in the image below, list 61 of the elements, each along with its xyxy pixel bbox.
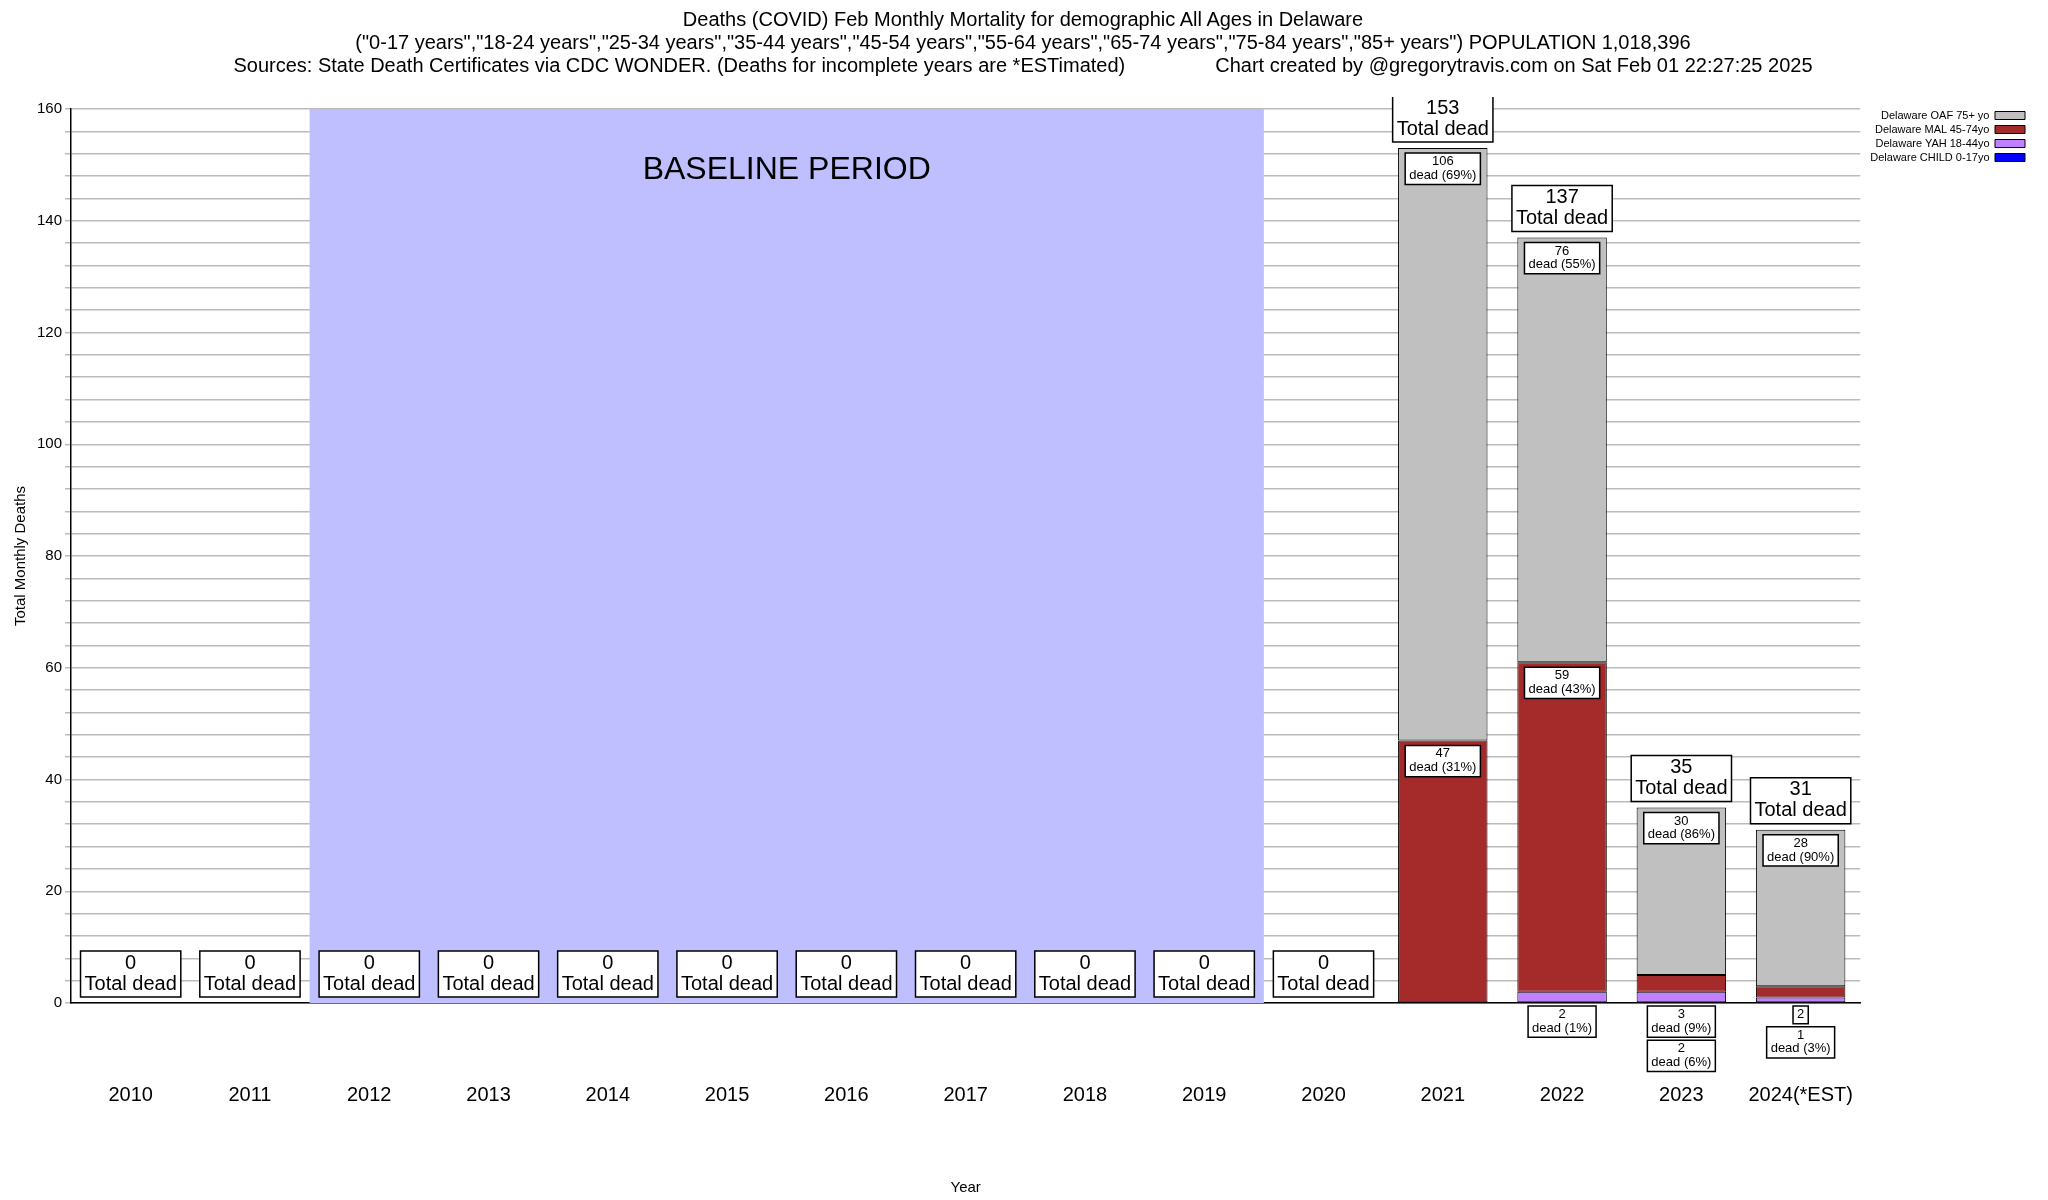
x-tick-label: 2020 bbox=[1301, 1082, 1346, 1105]
total-label: 0 Total dead bbox=[442, 950, 535, 994]
data-label: 3 dead (9%) bbox=[1651, 1006, 1712, 1035]
x-axis-title: Year bbox=[950, 1178, 981, 1196]
legend-label: Delaware CHILD 0-17yo bbox=[1870, 150, 1990, 163]
y-tick-label: 20 bbox=[45, 881, 63, 899]
legend-label: Delaware MAL 45-74yo bbox=[1874, 122, 1990, 135]
data-label: 59 dead (43%) bbox=[1528, 667, 1596, 696]
x-tick-label: 2013 bbox=[466, 1082, 511, 1105]
total-label: 137 Total dead bbox=[1515, 185, 1609, 229]
total-label: 0 Total dead bbox=[919, 950, 1012, 994]
total-label: 0 Total dead bbox=[680, 950, 774, 994]
x-tick-label: 2015 bbox=[704, 1082, 750, 1105]
y-axis-title: Total Monthly Deaths bbox=[11, 485, 29, 627]
y-tick-label: 40 bbox=[45, 769, 63, 787]
data-label: 2 bbox=[1797, 1006, 1805, 1022]
total-label: 0 Total dead bbox=[1038, 950, 1132, 994]
x-tick-label: 2012 bbox=[346, 1082, 392, 1105]
y-tick-label: 100 bbox=[37, 434, 63, 452]
x-tick-label: 2018 bbox=[1062, 1082, 1108, 1105]
total-label: 35 Total dead bbox=[1635, 754, 1728, 798]
x-tick-label: 2024(*EST) bbox=[1748, 1082, 1853, 1105]
data-label: 76 dead (55%) bbox=[1528, 242, 1596, 272]
y-tick-label: 0 bbox=[53, 993, 63, 1011]
legend-label: Delaware YAH 18-44yo bbox=[1875, 136, 1990, 149]
x-tick-label: 2010 bbox=[108, 1082, 153, 1105]
y-tick-label: 140 bbox=[37, 210, 63, 228]
band-label: BASELINE PERIOD bbox=[642, 149, 931, 186]
y-tick-label: 80 bbox=[45, 546, 63, 564]
data-label: 28 dead (90%) bbox=[1767, 834, 1835, 864]
total-label: 0 Total dead bbox=[1277, 950, 1370, 994]
x-tick-label: 2016 bbox=[824, 1082, 869, 1105]
legend-label: Delaware OAF 75+ yo bbox=[1880, 108, 1990, 121]
x-tick-label: 2022 bbox=[1539, 1082, 1585, 1105]
chart-subtitle: ("0-17 years","18-24 years","25-34 years","35-44 years","45-54 years","55-64 years","65-74 years","75-84 years","85+ years") POPULATION 1,018,396 bbox=[354, 31, 1692, 54]
x-tick-label: 2019 bbox=[1181, 1082, 1227, 1105]
x-tick-label: 2023 bbox=[1659, 1082, 1704, 1105]
data-label: 30 dead (86%) bbox=[1647, 812, 1715, 842]
x-tick-label: 2011 bbox=[228, 1082, 272, 1105]
source-note: Sources: State Death Certificates via CDC WONDER. (Deaths for incomplete years are *ESTimated) bbox=[233, 54, 1126, 77]
data-label: 47 dead (31%) bbox=[1409, 745, 1477, 775]
total-label: 0 Total dead bbox=[1158, 950, 1251, 994]
text: Chart created by @gregorytravis.com on Sat Feb 01 22:27:25 2025 bbox=[1215, 54, 1813, 77]
total-label: 0 Total dead bbox=[203, 950, 297, 994]
data-label: 1 dead (3%) bbox=[1770, 1026, 1831, 1056]
total-label: 0 Total dead bbox=[84, 950, 177, 994]
data-label: 2 dead (6%) bbox=[1651, 1040, 1712, 1070]
total-label: 0 Total dead bbox=[323, 950, 416, 994]
data-label: 2 dead (1%) bbox=[1532, 1006, 1593, 1035]
total-label: 0 Total dead bbox=[561, 950, 654, 994]
y-tick-label: 60 bbox=[45, 657, 63, 675]
x-tick-label: 2017 bbox=[943, 1082, 988, 1105]
data-label: 106 dead (69%) bbox=[1409, 153, 1477, 182]
x-tick-label: 2021 bbox=[1420, 1082, 1466, 1105]
total-label: 31 Total dead bbox=[1754, 777, 1847, 821]
total-label: 0 Total dead bbox=[800, 950, 893, 994]
total-label: 153 Total dead bbox=[1396, 95, 1489, 139]
chart-title: Deaths (COVID) Feb Monthly Mortality for demographic All Ages in Delaware bbox=[681, 8, 1365, 31]
x-tick-label: 2014 bbox=[585, 1082, 631, 1105]
y-tick-label: 160 bbox=[37, 99, 63, 117]
y-tick-label: 120 bbox=[37, 322, 63, 340]
